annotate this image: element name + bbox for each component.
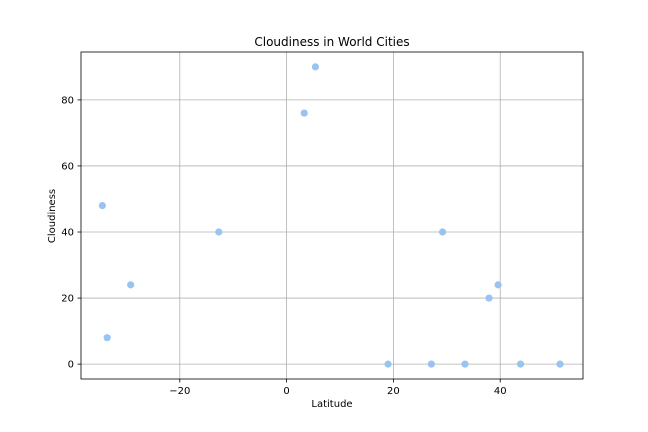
data-point — [438, 228, 447, 236]
y-tick-label: 60 — [61, 161, 74, 172]
x-tick-label: 40 — [494, 386, 507, 397]
x-tick-label: 20 — [387, 386, 400, 397]
y-tick-label: 40 — [61, 228, 74, 239]
data-point — [215, 228, 223, 236]
chart-title: Cloudiness in World Cities — [254, 35, 409, 49]
y-tick-label: 80 — [61, 95, 74, 106]
data-point — [300, 109, 308, 117]
data-point — [127, 281, 135, 289]
plot-frame — [80, 51, 584, 380]
x-axis-title: Latitude — [311, 399, 352, 410]
data-point — [516, 360, 525, 368]
data-point — [556, 360, 564, 368]
data-point — [98, 201, 106, 210]
data-point — [103, 334, 111, 342]
data-point — [311, 63, 320, 71]
x-tick-label: −20 — [169, 386, 190, 397]
data-point — [427, 360, 435, 368]
y-axis-title: Cloudiness — [47, 189, 58, 243]
data-point — [494, 281, 502, 289]
data-point — [384, 360, 392, 368]
data-points — [98, 63, 564, 368]
x-tick-label: 0 — [283, 386, 289, 397]
grid — [81, 52, 583, 379]
data-point — [461, 360, 469, 368]
y-tick-label: 0 — [68, 360, 74, 371]
y-tick-label: 20 — [61, 294, 74, 305]
axis-ticks: −20 0 20 40 0 20 40 60 80 — [61, 95, 506, 397]
data-point — [485, 294, 493, 302]
